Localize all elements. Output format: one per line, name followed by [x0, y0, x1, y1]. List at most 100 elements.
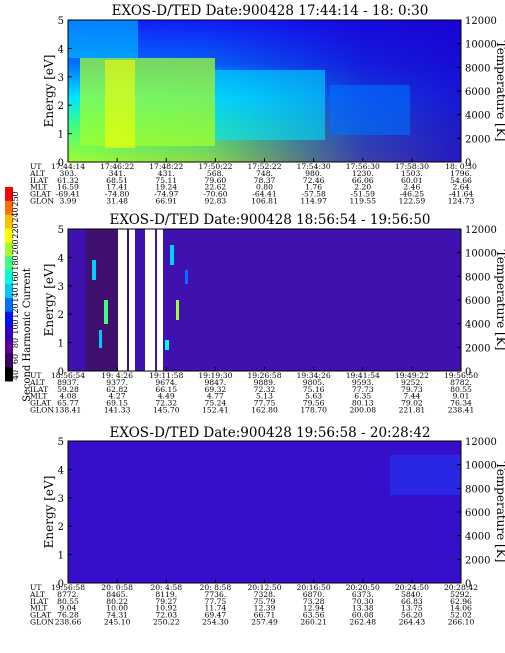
ephemeris-value: 77.75: [254, 399, 276, 408]
ephemeris-value: 19:49:22: [395, 371, 429, 380]
y-tick-label: 4: [58, 465, 64, 476]
ephemeris-row-label: GLON: [30, 197, 54, 206]
ephemeris-value: 69.32: [205, 385, 227, 394]
ephemeris-value: 68.51: [106, 176, 128, 185]
y2-tick-label: 12000: [465, 16, 497, 27]
ephemeris-value: 74.31: [106, 611, 128, 620]
ephemeris-value: 54.66: [450, 176, 472, 185]
ephemeris-value: 16.59: [57, 183, 79, 192]
ephemeris-row-label: UT: [30, 583, 41, 592]
ephemeris-value: 8465.: [106, 590, 128, 599]
ephemeris-value: 17.41: [106, 183, 128, 192]
ephemeris-value: 69.15: [106, 399, 128, 408]
y2-tick-label: 10000: [465, 461, 497, 472]
ephemeris-value: 238.41: [448, 406, 475, 415]
ephemeris-value: 7328.: [254, 590, 276, 599]
ephemeris-value: 7.44: [403, 392, 420, 401]
colorbar-segment: [5, 353, 13, 368]
y2-tick-label: 8000: [465, 63, 490, 74]
panel-3-yticks: 0 1 2 3 4 5: [58, 437, 72, 590]
ephemeris-value: 8782.: [450, 378, 472, 387]
y2-tick-label: 2000: [465, 555, 490, 566]
ephemeris-value: 6870.: [303, 590, 325, 599]
ephemeris-value: 4.08: [60, 392, 77, 401]
ephemeris-row-label: ILAT: [30, 597, 48, 606]
colorbar-segment: [5, 339, 13, 354]
ephemeris-row-label: GLAT: [30, 611, 51, 620]
ephemeris-value: 17:58:30: [395, 162, 429, 171]
ephemeris-value: 122.59: [399, 197, 426, 206]
y2-tick-label: 6000: [465, 296, 490, 307]
panel-1-yticks: 0 1 2 3 4 5: [58, 16, 72, 169]
ephemeris-value: 12.39: [254, 604, 276, 613]
ephemeris-value: 18: 0:30: [445, 162, 477, 171]
colorbar-segment: [5, 187, 13, 202]
y-tick-label: 1: [58, 339, 64, 350]
ephemeris-value: 1.76: [305, 183, 322, 192]
ephemeris-value: 9252.: [401, 378, 423, 387]
ephemeris-value: 8937.: [57, 378, 79, 387]
panel-1-y2label: Temperature [K]: [494, 41, 505, 142]
panel-2-yticks: 0 1 2 3 4 5: [58, 225, 72, 378]
ephemeris-value: 9593.: [352, 378, 374, 387]
ephemeris-value: 141.33: [104, 406, 131, 415]
ephemeris-value: 303.: [60, 169, 77, 178]
panel-2-y2ticks: 0 2000 4000 6000 8000 10000 12000: [457, 225, 497, 378]
ephemeris-value: 162.80: [251, 406, 278, 415]
ephemeris-value: 11.74: [205, 604, 227, 613]
ephemeris-value: 19:26:58: [247, 371, 281, 380]
ephemeris-value: 4.77: [207, 392, 224, 401]
colorbar-tick-label: 140: [11, 287, 20, 302]
ephemeris-value: 4.49: [158, 392, 175, 401]
ephemeris-value: 66.15: [155, 385, 177, 394]
panel-3-heatmap: [68, 441, 461, 583]
ephemeris-value: -41.64: [449, 190, 473, 199]
ephemeris-row-label: ILAT: [30, 176, 48, 185]
ephemeris-value: 5.13: [256, 392, 273, 401]
colorbar-tick-label: 60: [11, 354, 20, 364]
colorbar-tick-label: 180: [11, 255, 20, 270]
ephemeris-value: 9805.: [303, 378, 325, 387]
ephemeris-row-label: MLT: [30, 183, 47, 192]
ephemeris-value: 18:56:54: [51, 371, 85, 380]
ephemeris-value: 245.10: [104, 618, 131, 627]
ephemeris-value: 9.04: [60, 604, 77, 613]
colorbar-tick-label: 80: [11, 338, 20, 348]
ephemeris-value: -46.25: [400, 190, 424, 199]
ephemeris-value: 17:52:22: [247, 162, 281, 171]
ephemeris-value: 79.60: [205, 176, 227, 185]
ephemeris-value: 19:41:54: [346, 371, 380, 380]
colorbar-segment: [5, 200, 13, 216]
panel-1-y2ticks: 0 2000 4000 6000 8000 10000 12000: [457, 16, 497, 169]
ephemeris-value: 19:56:58: [51, 583, 85, 592]
ephemeris-value: 5.63: [305, 392, 322, 401]
ephemeris-value: 748.: [256, 169, 273, 178]
colorbar-tick-label: 200: [11, 239, 20, 254]
ephemeris-value: 75.16: [303, 385, 325, 394]
ephemeris-row-label: MLT: [30, 604, 47, 613]
ephemeris-value: 56.20: [401, 611, 423, 620]
y-tick-label: 1: [58, 130, 64, 141]
panel-1-heatmap: [68, 20, 461, 162]
colorbar-tick-label: 40: [11, 370, 20, 380]
ephemeris-value: 145.70: [153, 406, 180, 415]
ephemeris-row-label: UT: [30, 162, 41, 171]
ephemeris-value: 13.75: [401, 604, 423, 613]
y-tick-label: 2: [58, 101, 64, 112]
y-tick-label: 3: [58, 73, 64, 84]
ephemeris-value: 17:46:22: [100, 162, 134, 171]
ephemeris-value: 17:56:30: [346, 162, 380, 171]
ephemeris-value: 79.27: [155, 597, 177, 606]
colorbar-tick-label: 240: [11, 207, 20, 222]
ephemeris-value: 61.32: [57, 176, 79, 185]
y2-tick-label: 0: [465, 367, 471, 378]
ephemeris-row-label: MLT: [30, 392, 47, 401]
y2-tick-label: 0: [465, 579, 471, 590]
y-tick-label: 3: [58, 282, 64, 293]
ephemeris-value: 76.28: [57, 611, 79, 620]
y-tick-label: 0: [58, 367, 64, 378]
y2-tick-label: 8000: [465, 272, 490, 283]
ephemeris-value: 250.22: [153, 618, 180, 627]
ephemeris-value: 9847.: [205, 378, 227, 387]
